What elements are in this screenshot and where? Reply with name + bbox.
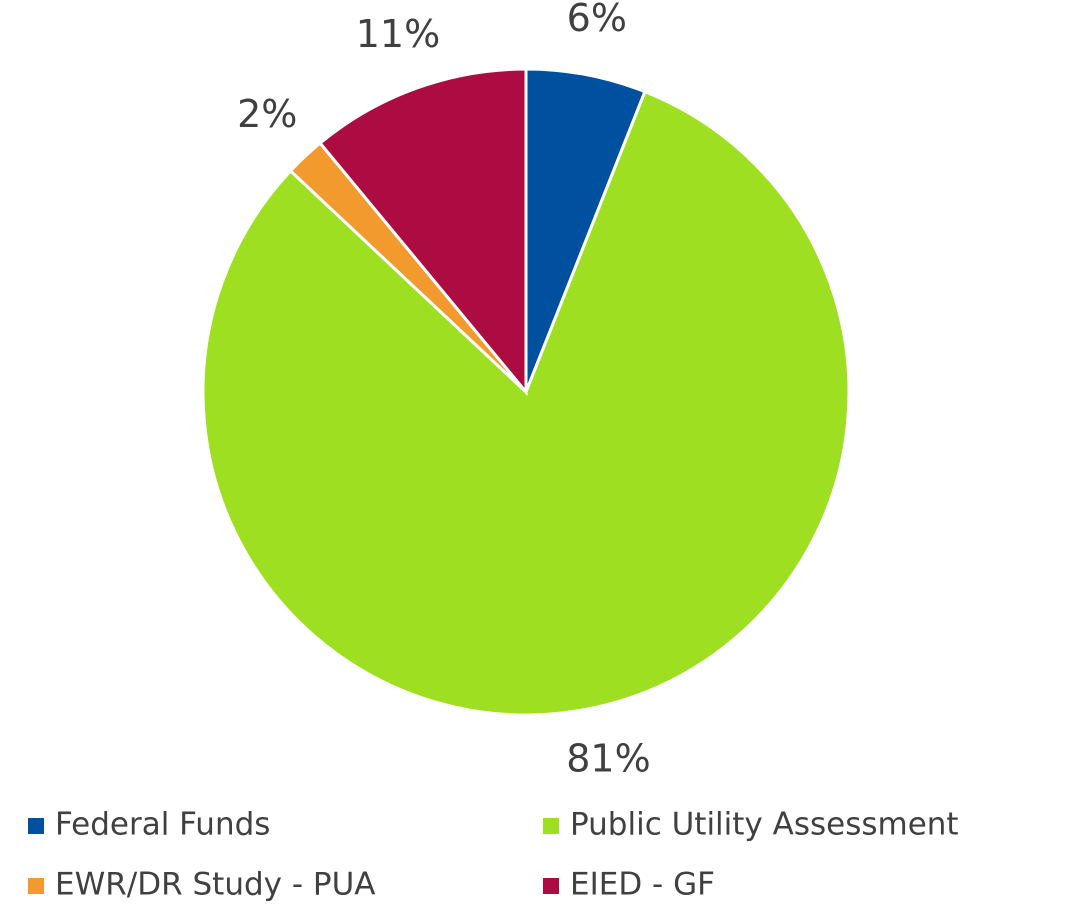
data-label: 11% [356, 12, 440, 56]
data-label: 81% [566, 736, 650, 780]
data-label: 2% [237, 92, 297, 136]
pie-slice [317, 67, 528, 397]
legend-label: EWR/DR Study - PUA [55, 867, 375, 903]
legend-label: EIED - GF [570, 867, 715, 903]
legend-swatch [28, 818, 44, 834]
pie-slice [201, 89, 851, 717]
legend-label: Public Utility Assessment [570, 807, 959, 843]
legend-swatch [543, 878, 559, 894]
legend-label: Federal Funds [55, 807, 270, 843]
data-label: 6% [567, 0, 627, 40]
legend-swatch [543, 818, 559, 834]
pie-slice [524, 67, 647, 393]
legend-swatch [28, 878, 44, 894]
